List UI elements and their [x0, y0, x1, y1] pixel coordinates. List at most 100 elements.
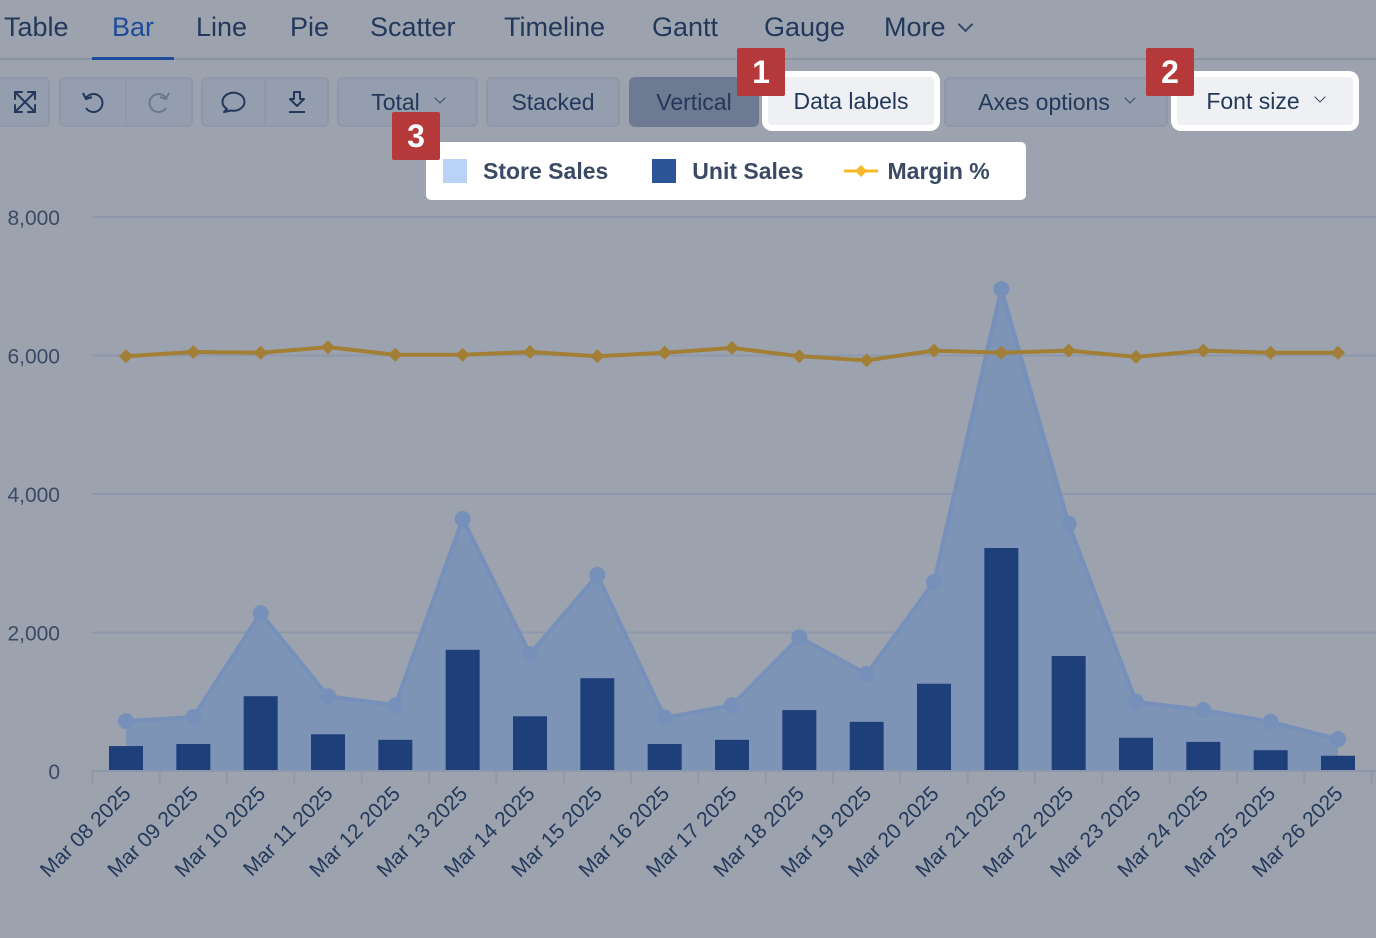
- margin-line-series: [119, 340, 1345, 368]
- y-axis: 0 2,000 4,000 6,000 8,000: [7, 207, 60, 784]
- unit-sales-bar: [513, 716, 547, 771]
- vertical-label: Vertical: [656, 88, 732, 115]
- unit-sales-bar: [445, 649, 480, 771]
- tab-more-label: More: [884, 12, 946, 42]
- y-tick-label: 2,000: [7, 623, 60, 646]
- margin-point: [455, 347, 470, 362]
- margin-point: [523, 345, 537, 360]
- fullscreen-group: [0, 77, 50, 127]
- font-size-dropdown[interactable]: Font size: [1175, 75, 1355, 127]
- margin-line-swatch: [843, 165, 878, 177]
- store-sales-point: [1060, 515, 1077, 532]
- unit-sales-swatch: [652, 159, 677, 183]
- margin-point: [388, 347, 403, 362]
- unit-sales-bar: [984, 548, 1019, 771]
- annotation-badge-3: 3: [392, 112, 440, 160]
- store-sales-point: [522, 645, 538, 662]
- annotation-badge-2: 2: [1146, 48, 1194, 96]
- store-sales-swatch: [443, 159, 467, 183]
- store-sales-point: [320, 688, 336, 705]
- fullscreen-button[interactable]: [0, 79, 48, 125]
- chart-legend: Store Sales Unit Sales Margin %: [426, 142, 1026, 200]
- unit-sales-bar: [109, 746, 143, 771]
- axes-options-label: Axes options: [978, 88, 1110, 115]
- store-sales-point: [858, 666, 875, 683]
- unit-sales-bar: [580, 678, 615, 771]
- unit-sales-bar: [378, 739, 413, 771]
- margin-point: [253, 345, 268, 360]
- store-sales-point: [656, 709, 673, 726]
- legend-item-unit-sales[interactable]: Unit Sales: [652, 157, 804, 185]
- chevron-down-icon: [957, 16, 973, 33]
- comment-button[interactable]: [203, 79, 264, 125]
- unit-sales-bar: [176, 743, 211, 771]
- undo-button[interactable]: [61, 79, 125, 125]
- store-sales-point: [1195, 702, 1212, 719]
- margin-point: [792, 349, 807, 364]
- store-sales-point: [118, 713, 134, 730]
- unit-sales-bar: [917, 683, 951, 771]
- legend-item-store-sales[interactable]: Store Sales: [443, 158, 608, 185]
- unit-sales-bar-series: [109, 548, 1355, 771]
- unit-sales-bar: [311, 734, 345, 771]
- fullscreen-icon: [14, 91, 36, 113]
- margin-point: [119, 349, 133, 364]
- store-sales-point: [926, 573, 942, 590]
- margin-point: [1263, 345, 1278, 360]
- comment-download-group: [201, 77, 329, 127]
- y-tick-label: 8,000: [7, 207, 60, 230]
- axes-options-dropdown[interactable]: Axes options: [944, 77, 1168, 127]
- unit-sales-bar: [849, 721, 884, 771]
- store-sales-area-series: [118, 281, 1346, 771]
- unit-sales-bar: [715, 739, 749, 771]
- annotation-badge-1: 1: [737, 48, 785, 96]
- legend-label: Unit Sales: [692, 157, 804, 184]
- data-labels-button[interactable]: Data labels: [766, 75, 936, 127]
- tab-bar[interactable]: Bar: [91, 12, 175, 60]
- history-group: [59, 77, 193, 127]
- y-tick-label: 4,000: [7, 484, 60, 507]
- comment-icon: [221, 91, 245, 113]
- store-sales-point: [185, 708, 202, 725]
- tab-gauge[interactable]: Gauge: [764, 12, 846, 42]
- margin-point: [186, 345, 201, 360]
- margin-point: [1061, 343, 1076, 358]
- margin-point: [321, 340, 335, 355]
- store-sales-point: [454, 510, 471, 527]
- chevron-down-icon: [1313, 91, 1326, 103]
- tab-table[interactable]: Table: [4, 12, 69, 42]
- margin-point: [590, 349, 605, 364]
- legend-item-margin[interactable]: Margin %: [843, 157, 990, 185]
- download-icon: [288, 91, 305, 113]
- download-button[interactable]: [264, 79, 327, 125]
- store-sales-point: [724, 697, 740, 714]
- tab-line[interactable]: Line: [196, 12, 248, 42]
- store-sales-point: [993, 281, 1010, 298]
- margin-point: [994, 345, 1009, 360]
- legend-label: Margin %: [887, 157, 990, 184]
- margin-point: [725, 340, 739, 355]
- tab-more[interactable]: More: [884, 12, 973, 57]
- store-sales-point: [252, 605, 269, 622]
- tab-gantt[interactable]: Gantt: [652, 12, 719, 42]
- margin-point: [927, 343, 941, 358]
- unit-sales-bar: [243, 696, 278, 771]
- y-tick-label: 0: [48, 761, 60, 784]
- store-sales-point: [791, 629, 808, 646]
- data-labels-label: Data labels: [793, 87, 909, 114]
- tab-pie[interactable]: Pie: [290, 12, 330, 42]
- legend-label: Store Sales: [483, 157, 609, 184]
- undo-icon: [82, 92, 104, 113]
- margin-point: [1331, 345, 1345, 360]
- margin-point: [1129, 349, 1143, 364]
- chart-type-tabs: Table Bar Line Pie Scatter Timeline Gant…: [0, 0, 1376, 60]
- tab-scatter[interactable]: Scatter: [370, 12, 456, 42]
- margin-point: [657, 345, 672, 360]
- redo-button[interactable]: [125, 79, 191, 125]
- stacked-label: Stacked: [511, 88, 595, 115]
- store-sales-point: [1262, 713, 1279, 730]
- unit-sales-bar: [1186, 741, 1221, 771]
- tab-timeline[interactable]: Timeline: [504, 12, 606, 42]
- stacked-button[interactable]: Stacked: [486, 77, 620, 127]
